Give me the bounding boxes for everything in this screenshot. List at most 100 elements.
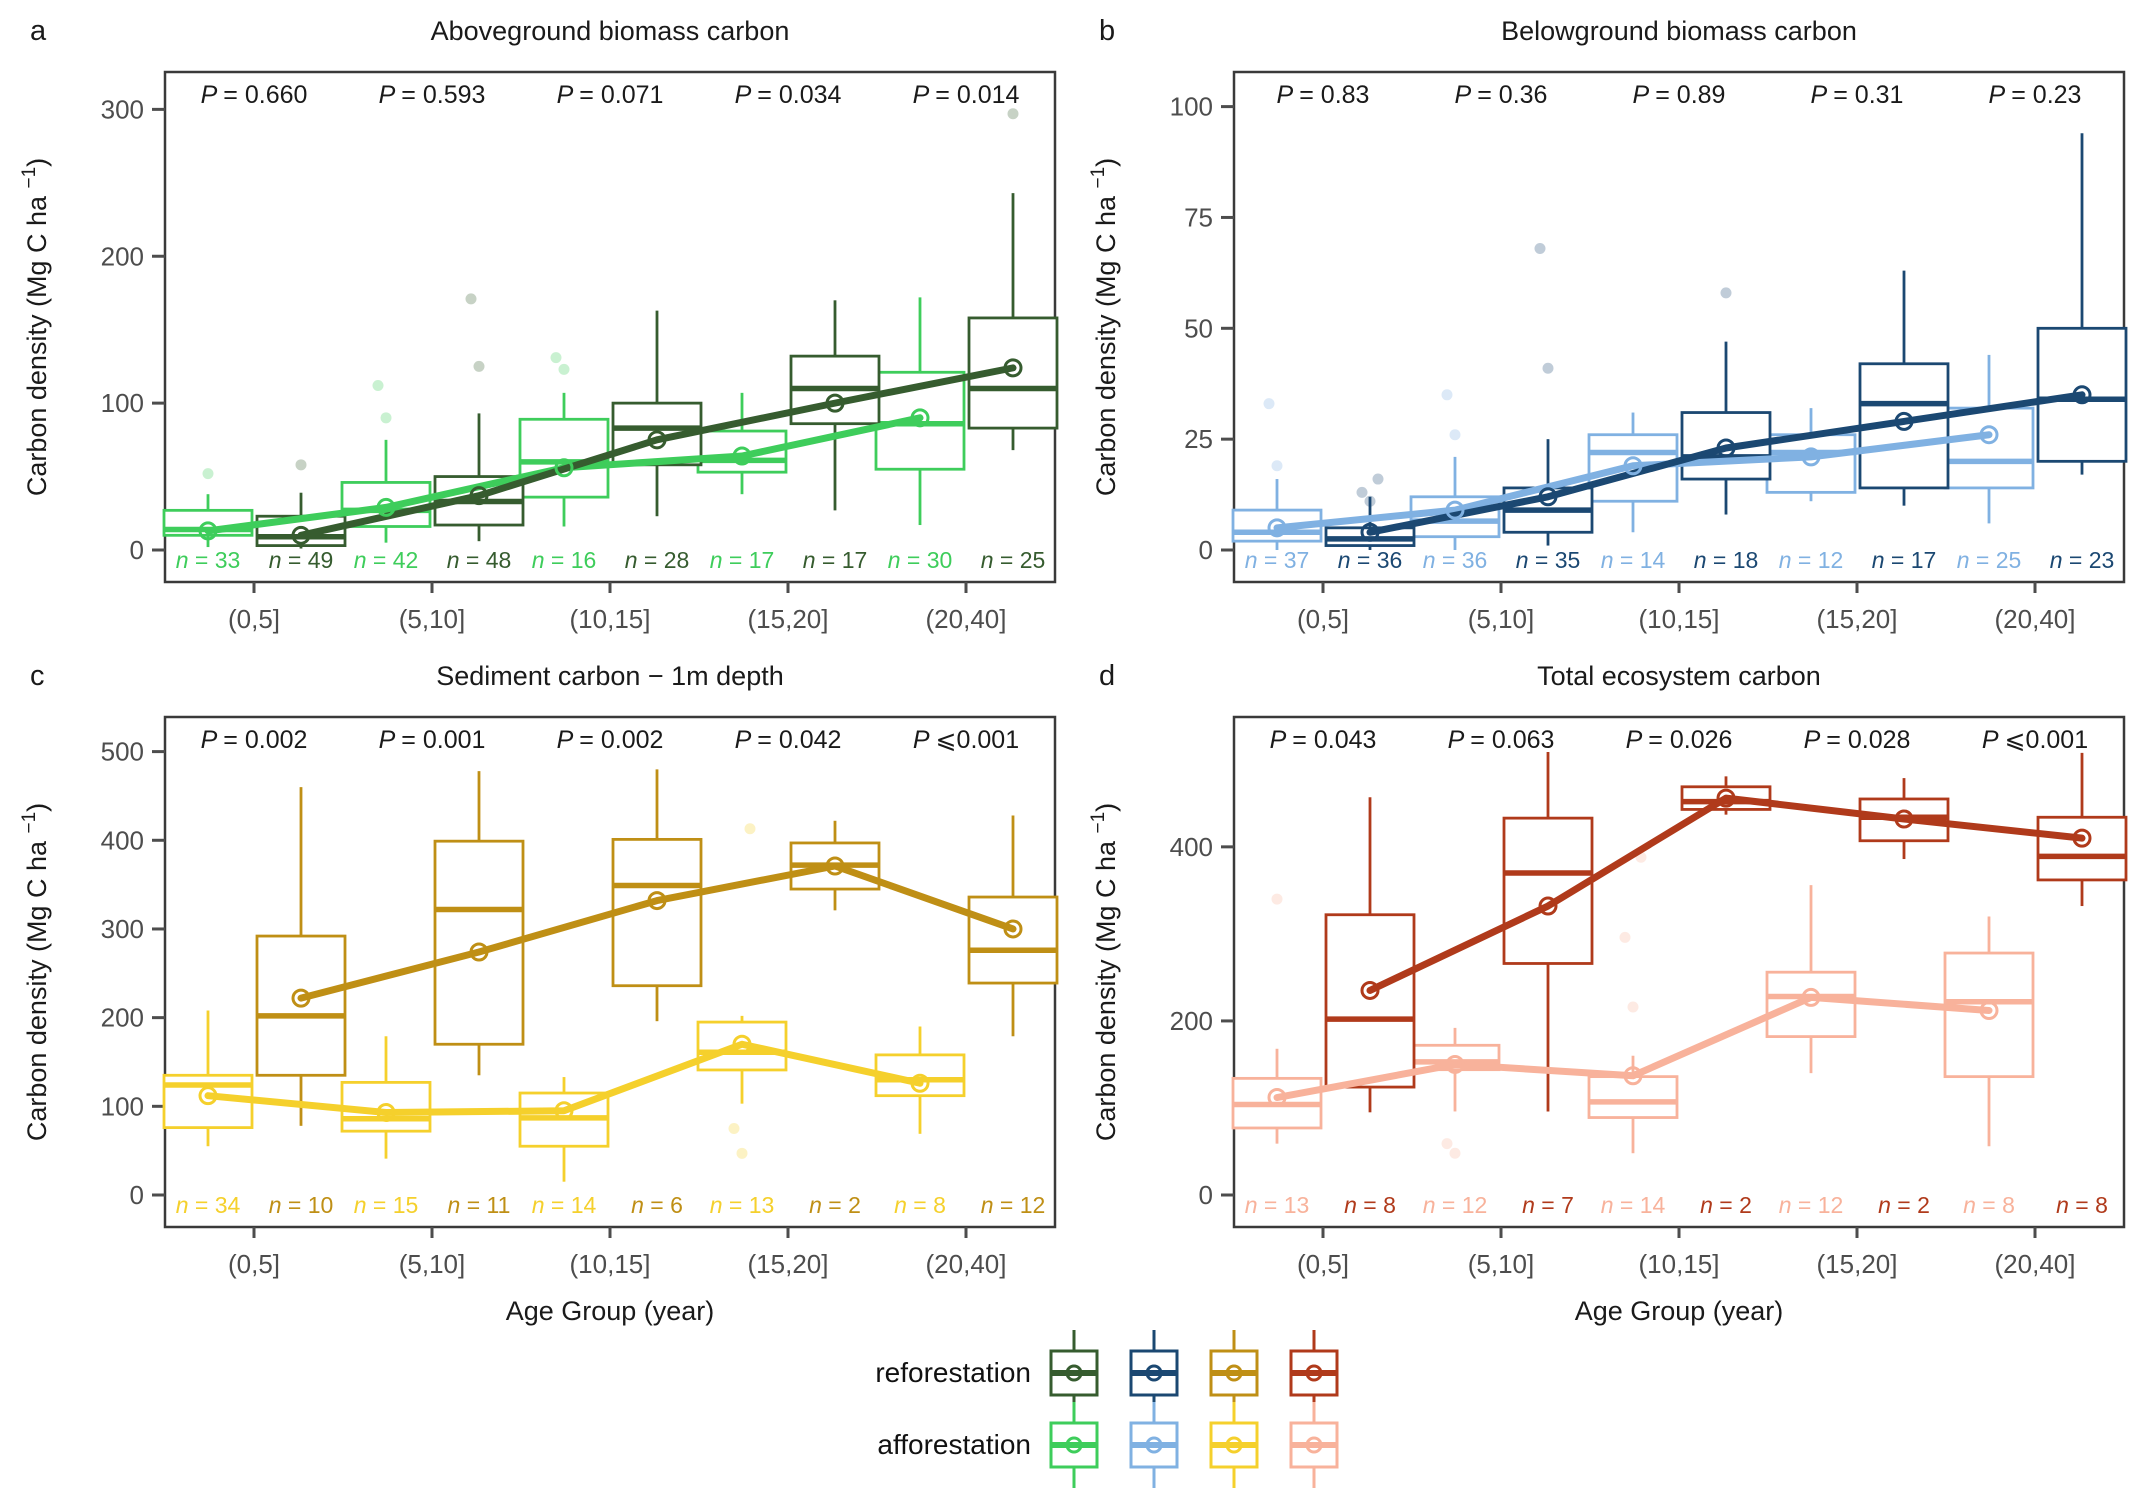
legend-row-reforestation: reforestation — [795, 1330, 1343, 1416]
x-tick-label: (0,5] — [228, 604, 280, 634]
panel-a-chart: a Aboveground biomass carbon Carbon densit… — [19, 15, 1059, 634]
outlier-point — [1263, 398, 1275, 410]
trend-line-reforestation — [297, 862, 1017, 1002]
mean-marker — [1894, 809, 1914, 829]
outlier-point — [1271, 893, 1283, 905]
panel-title: Sediment carbon − 1m depth — [436, 661, 783, 691]
p-value-label: P = 0.31 — [1811, 81, 1904, 109]
y-tick-label: 200 — [1170, 1006, 1213, 1036]
glyph-mean-marker — [1305, 1364, 1323, 1382]
mean-marker — [1267, 518, 1287, 538]
x-tick-label: (15,20] — [748, 1249, 829, 1279]
mean-marker — [1538, 487, 1558, 507]
x-tick-label: (10,15] — [1639, 604, 1720, 634]
x-tick-label: (0,5] — [1297, 1249, 1349, 1279]
panel-sediment-carbon: c Sediment carbon − 1m depth Carbon densit… — [0, 645, 1069, 1340]
n-count-label-afforestation: n = 12 — [1779, 1192, 1844, 1218]
legend-label-reforestation: reforestation — [875, 1357, 1031, 1388]
trend-line-reforestation — [297, 364, 1017, 539]
y-axis-label: Carbon density (Mg C ha −1) — [1088, 803, 1121, 1141]
mean-marker — [910, 408, 930, 428]
glyph-mean-marker — [1065, 1436, 1083, 1454]
outlier-point — [1720, 287, 1732, 299]
x-tick-label: (20,40] — [926, 604, 1007, 634]
mean-marker — [291, 525, 311, 545]
panel-belowground-biomass: b Belowground biomass carbon Carbon densit… — [1069, 0, 2138, 645]
boxplot-glyph-icon — [1129, 1402, 1179, 1488]
mean-marker — [1894, 411, 1914, 431]
x-tick-label: (0,5] — [228, 1249, 280, 1279]
x-tick-label: (5,10] — [399, 604, 466, 634]
p-value-label: P ⩽0.001 — [1982, 726, 2088, 754]
n-count-label-reforestation: n = 25 — [981, 547, 1046, 573]
p-value-label: P = 0.23 — [1989, 81, 2082, 109]
mean-marker — [198, 521, 218, 541]
legend-label-afforestation: afforestation — [877, 1429, 1031, 1460]
boxplot-glyph-icon — [1289, 1402, 1339, 1488]
y-axis-label: Carbon density (Mg C ha −1) — [19, 158, 52, 496]
boxplot-glyph-icon — [1049, 1330, 1099, 1416]
mean-marker — [1623, 456, 1643, 476]
y-tick-label: 0 — [1199, 535, 1213, 565]
p-value-label: P = 0.028 — [1804, 726, 1911, 754]
panel-letter: b — [1099, 15, 1115, 47]
outlier-point — [550, 352, 562, 364]
panel-letter: c — [30, 660, 45, 692]
p-value-label: P = 0.034 — [735, 81, 842, 109]
mean-marker — [732, 446, 752, 466]
y-tick-label: 500 — [101, 737, 144, 767]
outlier-point — [295, 459, 307, 471]
n-count-label-afforestation: n = 14 — [532, 1192, 597, 1218]
n-count-label-reforestation: n = 28 — [625, 547, 690, 573]
mean-marker — [1445, 1054, 1465, 1074]
n-count-label-reforestation: n = 7 — [1522, 1192, 1574, 1218]
outlier-point — [558, 363, 570, 375]
p-value-label: P = 0.593 — [379, 81, 486, 109]
n-count-label-afforestation: n = 8 — [1963, 1192, 2015, 1218]
outlier-point — [736, 1147, 748, 1159]
n-count-label-afforestation: n = 16 — [532, 547, 597, 573]
boxplot-glyph-icon — [1049, 1402, 1099, 1488]
boxplot-glyph-icon — [1129, 1330, 1179, 1416]
mean-marker — [469, 486, 489, 506]
x-tick-label: (10,15] — [1639, 1249, 1720, 1279]
legend-row-afforestation: afforestation — [795, 1402, 1343, 1488]
x-tick-label: (5,10] — [1468, 1249, 1535, 1279]
mean-marker — [1979, 1000, 1999, 1020]
n-count-label-reforestation: n = 36 — [1338, 547, 1403, 573]
mean-marker — [376, 1103, 396, 1123]
y-tick-label: 300 — [101, 914, 144, 944]
y-tick-label: 100 — [1170, 92, 1213, 122]
y-tick-label: 400 — [1170, 832, 1213, 862]
y-tick-label: 0 — [1199, 1180, 1213, 1210]
n-count-label-reforestation: n = 8 — [2056, 1192, 2108, 1218]
x-tick-label: (0,5] — [1297, 604, 1349, 634]
n-count-label-afforestation: n = 12 — [1779, 547, 1844, 573]
p-value-label: P = 0.002 — [201, 726, 308, 754]
n-count-label-reforestation: n = 18 — [1694, 547, 1759, 573]
mean-marker — [1445, 500, 1465, 520]
y-tick-label: 200 — [101, 1003, 144, 1033]
n-count-label-afforestation: n = 34 — [176, 1192, 241, 1218]
n-count-label-afforestation: n = 42 — [354, 547, 419, 573]
n-count-label-afforestation: n = 30 — [888, 547, 953, 573]
n-count-label-reforestation: n = 6 — [631, 1192, 683, 1218]
mean-marker — [291, 988, 311, 1008]
outlier-point — [372, 380, 384, 391]
mean-marker — [1003, 919, 1023, 939]
n-count-label-reforestation: n = 2 — [1878, 1192, 1930, 1218]
x-tick-label: (5,10] — [399, 1249, 466, 1279]
n-count-label-afforestation: n = 17 — [710, 547, 775, 573]
p-value-label: P = 0.002 — [557, 726, 664, 754]
outlier-point — [465, 293, 477, 305]
x-tick-label: (20,40] — [1995, 604, 2076, 634]
y-tick-label: 400 — [101, 825, 144, 855]
boxplot-glyph-icon — [1209, 1330, 1259, 1416]
x-tick-label: (15,20] — [748, 604, 829, 634]
n-count-label-afforestation: n = 13 — [710, 1192, 775, 1218]
p-value-label: P = 0.063 — [1448, 726, 1555, 754]
p-value-label: P = 0.043 — [1270, 726, 1377, 754]
outlier-point — [202, 468, 214, 480]
mean-marker — [1801, 987, 1821, 1007]
boxplot-reforestation — [1324, 913, 1416, 1089]
